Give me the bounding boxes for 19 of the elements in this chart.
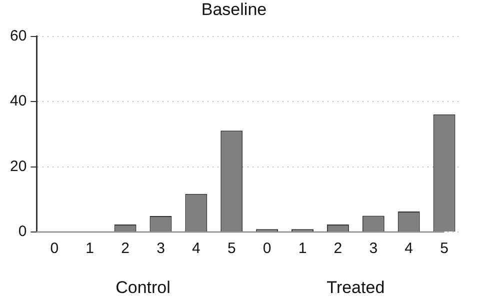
x-tick-label: 1 xyxy=(86,240,94,258)
x-tick-label: 0 xyxy=(50,240,59,258)
x-tick-label: 0 xyxy=(262,240,272,258)
x-tick-label: 2 xyxy=(334,240,342,258)
text: Control xyxy=(116,278,170,298)
x-tick-label: 4 xyxy=(404,240,414,258)
text: Treated xyxy=(326,278,385,298)
y-tick-label: 40 xyxy=(10,92,27,110)
x-tick-label: 4 xyxy=(192,240,200,258)
x-tick-label: 2 xyxy=(121,240,130,258)
x-tick-label: 3 xyxy=(156,240,165,258)
x-tick-label: 1 xyxy=(298,240,307,258)
x-tick-label: 5 xyxy=(440,240,448,258)
y-tick-label: 60 xyxy=(10,28,27,45)
chart-title: Baseline xyxy=(201,0,267,19)
x-tick-label: 3 xyxy=(369,240,378,258)
y-tick-label: 0 xyxy=(18,223,27,240)
x-tick-label: 5 xyxy=(227,240,236,258)
y-tick-label: 20 xyxy=(10,158,27,175)
